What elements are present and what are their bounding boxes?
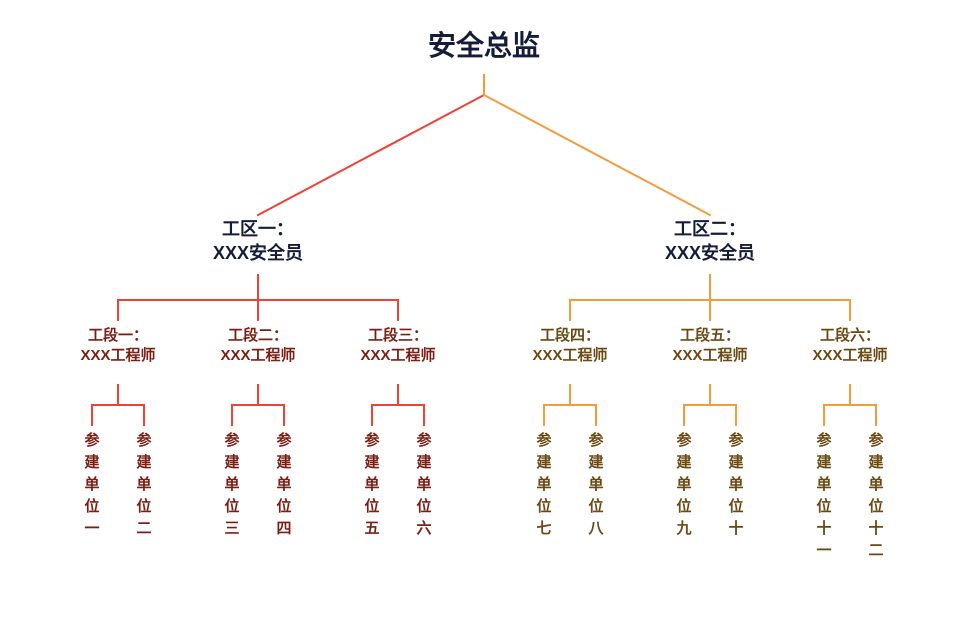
svg-text:工段四：: 工段四： [540,326,600,344]
svg-text:六: 六 [416,519,431,537]
svg-text:XXX工程师: XXX工程师 [672,346,747,364]
svg-text:单: 单 [868,475,883,493]
svg-text:十: 十 [728,519,743,537]
svg-text:位: 位 [676,497,691,515]
svg-text:位: 位 [728,497,743,515]
svg-text:二: 二 [868,542,883,559]
svg-text:安全总监: 安全总监 [428,29,540,61]
svg-text:参: 参 [676,431,692,449]
svg-text:工段五：: 工段五： [680,326,740,344]
svg-text:单: 单 [536,475,551,493]
svg-text:十: 十 [816,519,831,537]
svg-text:XXX工程师: XXX工程师 [220,346,295,364]
svg-text:五: 五 [364,520,379,537]
svg-text:单: 单 [676,475,691,493]
org-tree-diagram: 安全总监工区一：XXX安全员工段一：XXX工程师工段二：XXX工程师工段三：XX… [0,0,968,635]
svg-text:工段二：: 工段二： [228,326,288,344]
svg-text:参: 参 [276,431,292,449]
svg-text:XXX工程师: XXX工程师 [80,346,155,364]
svg-text:参: 参 [728,431,744,449]
svg-text:参: 参 [84,431,100,449]
svg-text:建: 建 [728,453,744,471]
svg-text:XXX工程师: XXX工程师 [532,346,607,364]
svg-text:工区一：: 工区一： [222,219,294,239]
svg-text:建: 建 [224,453,240,471]
svg-text:建: 建 [536,453,552,471]
svg-text:单: 单 [136,475,151,493]
svg-text:建: 建 [416,453,432,471]
svg-text:XXX安全员: XXX安全员 [665,242,755,263]
svg-text:建: 建 [868,453,884,471]
svg-text:单: 单 [416,475,431,493]
svg-text:三: 三 [224,520,239,537]
svg-text:建: 建 [364,453,380,471]
svg-text:单: 单 [816,475,831,493]
svg-text:建: 建 [588,453,604,471]
svg-text:建: 建 [276,453,292,471]
svg-text:参: 参 [224,431,240,449]
svg-text:建: 建 [816,453,832,471]
svg-text:位: 位 [224,497,239,515]
svg-text:九: 九 [675,519,691,537]
svg-text:位: 位 [588,497,603,515]
svg-text:七: 七 [536,520,551,537]
svg-text:参: 参 [536,431,552,449]
svg-text:八: 八 [587,520,604,537]
svg-text:参: 参 [588,431,604,449]
svg-text:十: 十 [868,519,883,537]
svg-text:工段一：: 工段一： [88,326,148,344]
svg-text:建: 建 [84,453,100,471]
svg-text:一: 一 [84,520,99,537]
svg-text:工段六：: 工段六： [820,326,880,344]
svg-text:单: 单 [276,475,291,493]
svg-text:位: 位 [868,497,883,515]
svg-text:参: 参 [416,431,432,449]
svg-text:单: 单 [364,475,379,493]
svg-text:XXX安全员: XXX安全员 [213,242,303,263]
svg-text:单: 单 [224,475,239,493]
svg-text:位: 位 [84,497,99,515]
svg-text:工段三：: 工段三： [368,326,428,344]
svg-text:参: 参 [816,431,832,449]
svg-text:XXX工程师: XXX工程师 [812,346,887,364]
svg-text:位: 位 [364,497,379,515]
svg-text:建: 建 [676,453,692,471]
svg-text:位: 位 [536,497,551,515]
svg-text:工区二：: 工区二： [674,219,746,239]
svg-text:四: 四 [276,520,291,537]
svg-text:XXX工程师: XXX工程师 [360,346,435,364]
svg-text:参: 参 [136,431,152,449]
svg-text:建: 建 [136,453,152,471]
svg-text:单: 单 [84,475,99,493]
svg-text:参: 参 [868,431,884,449]
svg-text:位: 位 [416,497,431,515]
svg-text:位: 位 [136,497,151,515]
svg-text:一: 一 [816,542,831,559]
svg-text:参: 参 [364,431,380,449]
svg-text:单: 单 [588,475,603,493]
svg-text:单: 单 [728,475,743,493]
svg-text:位: 位 [816,497,831,515]
svg-text:位: 位 [276,497,291,515]
svg-text:二: 二 [136,520,151,537]
